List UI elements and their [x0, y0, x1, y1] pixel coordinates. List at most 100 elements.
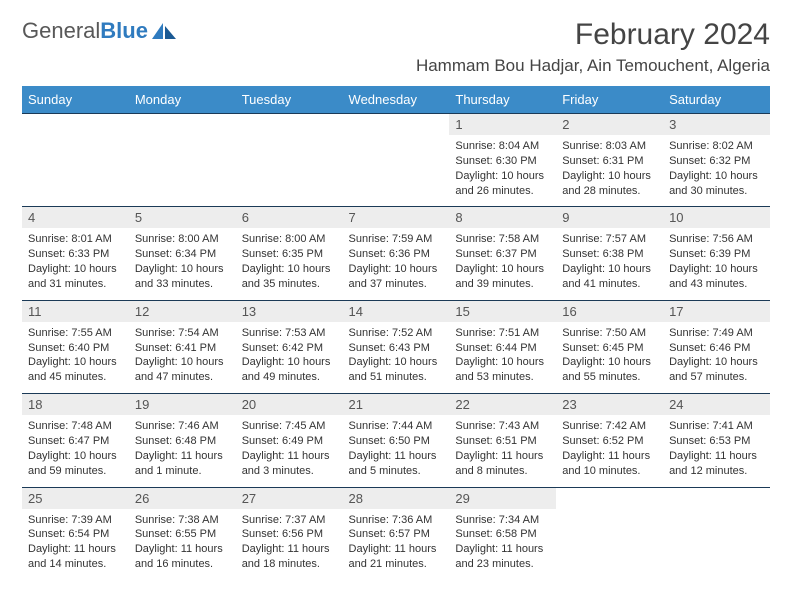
daylight-line: Daylight: 10 hours and 45 minutes. [28, 355, 123, 385]
day-body: Sunrise: 8:00 AMSunset: 6:35 PMDaylight:… [236, 228, 343, 299]
day-number: 15 [449, 301, 556, 322]
calendar-cell: 18Sunrise: 7:48 AMSunset: 6:47 PMDayligh… [22, 394, 129, 487]
sunrise-line: Sunrise: 7:58 AM [455, 232, 550, 247]
calendar-cell: 13Sunrise: 7:53 AMSunset: 6:42 PMDayligh… [236, 300, 343, 393]
calendar-cell: 0 [22, 114, 129, 207]
dow-header: Saturday [663, 86, 770, 114]
sunrise-line: Sunrise: 8:00 AM [135, 232, 230, 247]
day-number: 18 [22, 394, 129, 415]
sunset-line: Sunset: 6:32 PM [669, 154, 764, 169]
day-number: 23 [556, 394, 663, 415]
calendar-cell: 19Sunrise: 7:46 AMSunset: 6:48 PMDayligh… [129, 394, 236, 487]
sunrise-line: Sunrise: 8:03 AM [562, 139, 657, 154]
day-body: Sunrise: 7:59 AMSunset: 6:36 PMDaylight:… [343, 228, 450, 299]
calendar-cell: 4Sunrise: 8:01 AMSunset: 6:33 PMDaylight… [22, 207, 129, 300]
day-number: 22 [449, 394, 556, 415]
location: Hammam Bou Hadjar, Ain Temouchent, Alger… [416, 56, 770, 76]
sunrise-line: Sunrise: 7:42 AM [562, 419, 657, 434]
sunset-line: Sunset: 6:50 PM [349, 434, 444, 449]
sunrise-line: Sunrise: 7:39 AM [28, 513, 123, 528]
sunset-line: Sunset: 6:46 PM [669, 341, 764, 356]
calendar-cell: 22Sunrise: 7:43 AMSunset: 6:51 PMDayligh… [449, 394, 556, 487]
dow-header: Wednesday [343, 86, 450, 114]
sunrise-line: Sunrise: 7:57 AM [562, 232, 657, 247]
daylight-line: Daylight: 10 hours and 31 minutes. [28, 262, 123, 292]
sunrise-line: Sunrise: 7:46 AM [135, 419, 230, 434]
day-body: Sunrise: 7:38 AMSunset: 6:55 PMDaylight:… [129, 509, 236, 580]
daylight-line: Daylight: 10 hours and 43 minutes. [669, 262, 764, 292]
daylight-line: Daylight: 11 hours and 21 minutes. [349, 542, 444, 572]
daylight-line: Daylight: 11 hours and 18 minutes. [242, 542, 337, 572]
day-number: 10 [663, 207, 770, 228]
sunrise-line: Sunrise: 7:41 AM [669, 419, 764, 434]
daylight-line: Daylight: 10 hours and 33 minutes. [135, 262, 230, 292]
day-number: 14 [343, 301, 450, 322]
logo: GeneralBlue [22, 18, 176, 44]
day-body: Sunrise: 7:52 AMSunset: 6:43 PMDaylight:… [343, 322, 450, 393]
day-body: Sunrise: 7:54 AMSunset: 6:41 PMDaylight:… [129, 322, 236, 393]
day-body: Sunrise: 7:37 AMSunset: 6:56 PMDaylight:… [236, 509, 343, 580]
day-number: 1 [449, 114, 556, 135]
day-number: 20 [236, 394, 343, 415]
day-number: 4 [22, 207, 129, 228]
day-body: Sunrise: 7:46 AMSunset: 6:48 PMDaylight:… [129, 415, 236, 486]
day-number: 21 [343, 394, 450, 415]
day-number: 27 [236, 488, 343, 509]
day-body: Sunrise: 7:34 AMSunset: 6:58 PMDaylight:… [449, 509, 556, 580]
day-body: Sunrise: 8:04 AMSunset: 6:30 PMDaylight:… [449, 135, 556, 206]
calendar-cell: 3Sunrise: 8:02 AMSunset: 6:32 PMDaylight… [663, 114, 770, 207]
sunset-line: Sunset: 6:57 PM [349, 527, 444, 542]
day-body: Sunrise: 7:44 AMSunset: 6:50 PMDaylight:… [343, 415, 450, 486]
calendar-cell: 21Sunrise: 7:44 AMSunset: 6:50 PMDayligh… [343, 394, 450, 487]
sunset-line: Sunset: 6:41 PM [135, 341, 230, 356]
sunset-line: Sunset: 6:35 PM [242, 247, 337, 262]
sunrise-line: Sunrise: 8:04 AM [455, 139, 550, 154]
calendar-table: SundayMondayTuesdayWednesdayThursdayFrid… [22, 86, 770, 580]
calendar-cell: 8Sunrise: 7:58 AMSunset: 6:37 PMDaylight… [449, 207, 556, 300]
sunrise-line: Sunrise: 7:51 AM [455, 326, 550, 341]
daylight-line: Daylight: 11 hours and 23 minutes. [455, 542, 550, 572]
sunrise-line: Sunrise: 7:45 AM [242, 419, 337, 434]
day-number: 26 [129, 488, 236, 509]
logo-sail-icon [152, 23, 176, 39]
day-body: Sunrise: 7:57 AMSunset: 6:38 PMDaylight:… [556, 228, 663, 299]
day-body: Sunrise: 7:36 AMSunset: 6:57 PMDaylight:… [343, 509, 450, 580]
sunrise-line: Sunrise: 7:38 AM [135, 513, 230, 528]
daylight-line: Daylight: 10 hours and 37 minutes. [349, 262, 444, 292]
calendar-cell: 27Sunrise: 7:37 AMSunset: 6:56 PMDayligh… [236, 487, 343, 580]
day-number: 25 [22, 488, 129, 509]
dow-header: Friday [556, 86, 663, 114]
day-body: Sunrise: 8:01 AMSunset: 6:33 PMDaylight:… [22, 228, 129, 299]
calendar-cell: 7Sunrise: 7:59 AMSunset: 6:36 PMDaylight… [343, 207, 450, 300]
day-body: Sunrise: 8:02 AMSunset: 6:32 PMDaylight:… [663, 135, 770, 206]
sunset-line: Sunset: 6:30 PM [455, 154, 550, 169]
daylight-line: Daylight: 10 hours and 55 minutes. [562, 355, 657, 385]
sunrise-line: Sunrise: 8:00 AM [242, 232, 337, 247]
sunrise-line: Sunrise: 7:49 AM [669, 326, 764, 341]
month-title: February 2024 [416, 18, 770, 52]
daylight-line: Daylight: 10 hours and 51 minutes. [349, 355, 444, 385]
sunset-line: Sunset: 6:43 PM [349, 341, 444, 356]
dow-header: Monday [129, 86, 236, 114]
calendar-cell: 20Sunrise: 7:45 AMSunset: 6:49 PMDayligh… [236, 394, 343, 487]
day-body: Sunrise: 7:48 AMSunset: 6:47 PMDaylight:… [22, 415, 129, 486]
dow-header: Sunday [22, 86, 129, 114]
day-body: Sunrise: 7:56 AMSunset: 6:39 PMDaylight:… [663, 228, 770, 299]
sunrise-line: Sunrise: 7:55 AM [28, 326, 123, 341]
day-body: Sunrise: 7:58 AMSunset: 6:37 PMDaylight:… [449, 228, 556, 299]
sunrise-line: Sunrise: 7:37 AM [242, 513, 337, 528]
sunset-line: Sunset: 6:31 PM [562, 154, 657, 169]
calendar-cell: 23Sunrise: 7:42 AMSunset: 6:52 PMDayligh… [556, 394, 663, 487]
calendar-cell: 15Sunrise: 7:51 AMSunset: 6:44 PMDayligh… [449, 300, 556, 393]
day-number: 3 [663, 114, 770, 135]
day-number: 13 [236, 301, 343, 322]
daylight-line: Daylight: 10 hours and 30 minutes. [669, 169, 764, 199]
day-body: Sunrise: 8:03 AMSunset: 6:31 PMDaylight:… [556, 135, 663, 206]
sunset-line: Sunset: 6:49 PM [242, 434, 337, 449]
daylight-line: Daylight: 10 hours and 28 minutes. [562, 169, 657, 199]
sunset-line: Sunset: 6:34 PM [135, 247, 230, 262]
sunrise-line: Sunrise: 7:59 AM [349, 232, 444, 247]
day-number: 29 [449, 488, 556, 509]
daylight-line: Daylight: 11 hours and 5 minutes. [349, 449, 444, 479]
day-body: Sunrise: 7:43 AMSunset: 6:51 PMDaylight:… [449, 415, 556, 486]
